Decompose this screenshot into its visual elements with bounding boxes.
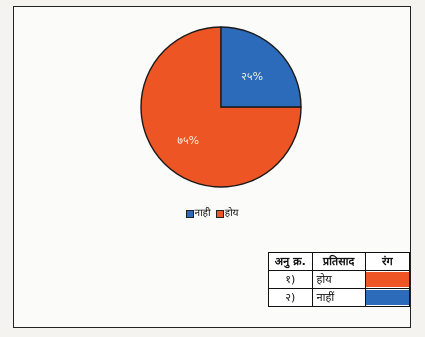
legend-item-hoy: होय: [215, 208, 239, 220]
pie-slice-1: [220, 26, 302, 108]
row-color-cell: [364, 270, 411, 289]
legend-label-hoy: होय: [224, 208, 239, 219]
row-color-swatch: [365, 290, 409, 305]
row-color-cell: [364, 288, 411, 307]
row-serial: २): [268, 288, 313, 307]
row-response: नाहीं: [311, 288, 366, 307]
legend-label-nahi: नाही: [194, 208, 211, 219]
color-key-table: अनु क्र. प्रतिसाद रंग १) होय २) नाहीं: [268, 252, 411, 307]
header-response: प्रतिसाद: [311, 252, 366, 271]
header-serial: अनु क्र.: [268, 252, 313, 271]
legend-swatch-hoy: [215, 210, 224, 218]
legend-swatch-nahi: [185, 210, 194, 218]
key-table-row: १) होय: [268, 270, 411, 289]
chart-frame: ७५% २५% नाही होय अनु क्र. प्रतिसाद रंग १)…: [13, 6, 411, 328]
pie-slice-label-1: २५%: [241, 70, 263, 83]
row-serial: १): [268, 270, 313, 289]
legend-item-nahi: नाही: [185, 208, 211, 220]
key-table-row: २) नाहीं: [268, 288, 411, 307]
header-color: रंग: [364, 252, 411, 271]
pie-chart: ७५% २५%: [140, 26, 302, 188]
row-color-swatch: [365, 272, 409, 287]
chart-legend: नाही होय: [14, 208, 410, 222]
row-response: होय: [311, 270, 366, 289]
pie-slice-label-0: ७५%: [177, 134, 199, 147]
key-table-header-row: अनु क्र. प्रतिसाद रंग: [268, 252, 411, 271]
